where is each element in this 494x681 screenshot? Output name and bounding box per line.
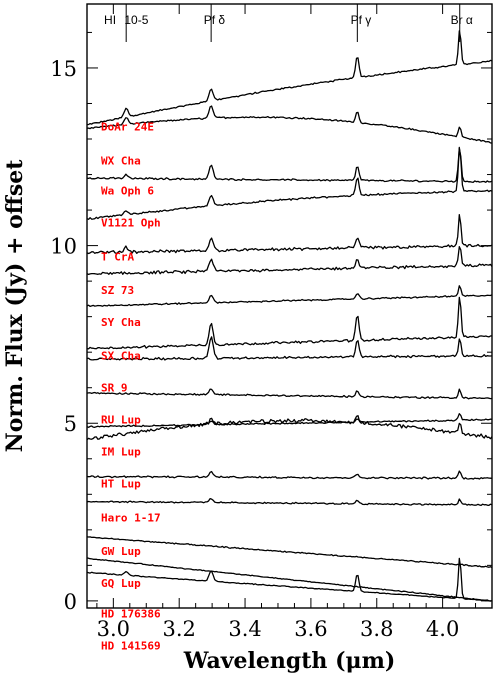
x-tick-label: 3.0 <box>97 617 130 641</box>
y-tick-label: 0 <box>64 590 77 614</box>
star-label: RU Lup <box>101 414 141 427</box>
star-label: GQ Lup <box>101 577 141 590</box>
x-tick-label: 3.2 <box>162 617 195 641</box>
star-label: SY Cha <box>101 316 141 329</box>
spectrum-line <box>86 30 493 126</box>
spectrum-line <box>86 285 493 308</box>
star-label: HT Lup <box>101 478 141 491</box>
y-axis-title: Norm. Flux (Jy) + offset <box>2 159 28 453</box>
star-label-layer: DoAr 24E WX Cha Wa Oph 6 V1121 Oph T CrA SZ 7… <box>101 121 161 653</box>
x-tick-label: 3.8 <box>360 617 393 641</box>
spectrum-line <box>86 557 493 602</box>
spectrum-line <box>86 557 492 602</box>
star-label: Haro 1-17 <box>101 511 161 524</box>
line-marker-label: Pf δ <box>204 13 226 27</box>
star-label: T CrA <box>101 250 134 263</box>
plot-frame <box>86 3 493 609</box>
spectrum-line <box>86 147 493 183</box>
star-label: WX Cha <box>101 154 141 167</box>
x-tick-label: 3.6 <box>294 617 327 641</box>
spectrum-line <box>86 497 493 507</box>
star-label: DoAr 24E <box>101 121 154 134</box>
x-tick-label: 4.0 <box>426 617 459 641</box>
star-label: HD 176386 <box>101 607 161 620</box>
spectrum-line <box>86 388 493 400</box>
star-label: Wa Oph 6 <box>101 185 154 198</box>
star-label: V1121 Oph <box>101 217 161 230</box>
tick-layer: 3.0 3.2 3.4 3.6 3.8 4.0 0 5 10 15 <box>50 4 493 641</box>
line-marker-label: Br α <box>451 13 473 27</box>
star-label: IM Lup <box>101 446 141 459</box>
star-label: SZ 73 <box>101 284 134 297</box>
star-label: GW Lup <box>101 545 141 558</box>
spectrum-line <box>86 296 493 350</box>
line-marker-label: Pf γ <box>351 13 372 27</box>
spectrum-line <box>86 336 493 361</box>
spectrum-line <box>86 413 493 428</box>
spectrum-line <box>86 536 493 569</box>
spectrum-line <box>86 470 493 480</box>
spectrum-line <box>86 214 493 255</box>
spectrum-line <box>86 146 493 220</box>
line-marker-layer: HI 10-5 Pf δ Pf γ Br α <box>104 4 473 42</box>
spectrum-line <box>86 415 493 441</box>
star-label: SR 9 <box>101 382 128 395</box>
y-tick-label: 5 <box>64 412 77 436</box>
y-tick-label: 10 <box>50 235 77 259</box>
star-label: SX Cha <box>101 350 141 363</box>
spectra-layer <box>86 30 493 602</box>
line-marker-label: 10-5 <box>124 13 148 27</box>
x-tick-label: 3.4 <box>228 617 261 641</box>
spectrum-line <box>86 105 493 144</box>
spectrum-line <box>86 246 493 276</box>
star-label: HD 141569 <box>101 639 161 652</box>
y-tick-label: 15 <box>50 57 77 81</box>
line-marker-label: HI <box>104 13 116 27</box>
x-axis-title: Wavelength (μm) <box>183 648 396 674</box>
